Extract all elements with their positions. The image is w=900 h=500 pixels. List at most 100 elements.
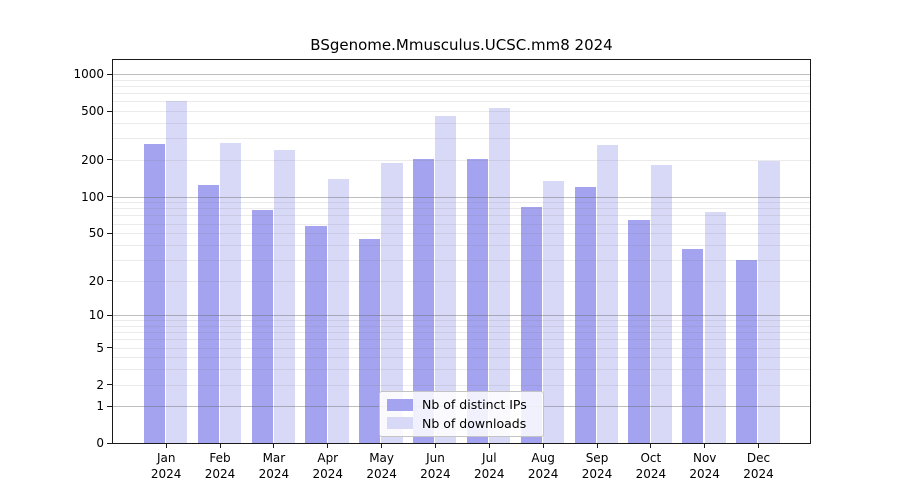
x-axis-tick (381, 443, 383, 448)
y-axis-tick (107, 232, 112, 234)
y-axis-tick-label: 50 (88, 226, 104, 241)
legend-swatch-downloads (387, 417, 413, 429)
y-axis-tick (107, 280, 112, 282)
x-axis-tick-label-feb: Feb 2024 (204, 451, 236, 481)
bar-downloads-jul (489, 107, 511, 443)
legend: Nb of distinct IPs Nb of downloads (379, 391, 544, 437)
legend-label-downloads: Nb of downloads (422, 415, 527, 431)
minor-gridline (113, 384, 810, 386)
bar-distinct-ips-aug (520, 207, 542, 443)
bar-distinct-ips-nov (682, 248, 704, 443)
bar-downloads-aug (542, 180, 565, 443)
minor-gridline (113, 111, 810, 113)
y-axis-tick-label: 1000 (73, 67, 104, 82)
bar-distinct-ips-apr (305, 226, 327, 443)
minor-gridline (113, 347, 810, 349)
bar-distinct-ips-oct (628, 220, 650, 443)
minor-gridline (113, 369, 810, 371)
x-axis-tick-label-aug: Aug 2024 (527, 451, 559, 481)
bar-downloads-feb (219, 143, 242, 443)
y-axis-tick (107, 384, 112, 386)
y-axis-tick-label: 500 (81, 104, 104, 119)
major-gridline (113, 196, 810, 198)
x-axis-tick-label-dec: Dec 2024 (743, 451, 774, 481)
bar-downloads-apr (327, 178, 349, 443)
minor-gridline (113, 122, 810, 124)
x-axis-tick (488, 443, 490, 448)
legend-label-distinct-ips: Nb of distinct IPs (422, 397, 527, 413)
x-axis-tick (165, 443, 167, 448)
bar-distinct-ips-may (359, 238, 381, 443)
bar-distinct-ips-feb (197, 184, 219, 443)
y-axis-tick-label: 0 (96, 436, 104, 451)
minor-gridline (113, 159, 810, 161)
x-axis-tick-label-jan: Jan 2024 (150, 451, 182, 481)
y-axis-tick-label: 20 (88, 273, 104, 288)
minor-gridline (113, 233, 810, 235)
x-axis-tick-label-apr: Apr 2024 (312, 451, 344, 481)
y-axis-tick-label: 2 (96, 377, 104, 392)
legend-row-downloads: Nb of downloads (387, 416, 543, 431)
x-axis-tick (758, 443, 760, 448)
bar-distinct-ips-jun (413, 158, 435, 443)
y-axis-tick (107, 159, 112, 161)
bar-downloads-may (381, 163, 403, 443)
minor-gridline (113, 138, 810, 140)
x-axis-tick (219, 443, 221, 448)
minor-gridline (113, 79, 810, 81)
y-axis-tick (107, 196, 112, 198)
x-axis-tick (434, 443, 436, 448)
minor-gridline (113, 357, 810, 359)
x-axis-tick (542, 443, 544, 448)
minor-gridline (113, 223, 810, 225)
plot-area (112, 59, 811, 444)
x-axis-tick-label-jul: Jul 2024 (474, 451, 505, 481)
bar-distinct-ips-sep (574, 187, 596, 443)
y-axis-tick (107, 314, 112, 316)
minor-gridline (113, 339, 810, 341)
major-gridline (113, 74, 810, 76)
bar-downloads-dec (758, 160, 780, 443)
minor-gridline (113, 85, 810, 87)
x-axis-tick (273, 443, 275, 448)
x-axis-tick (650, 443, 652, 448)
minor-gridline (113, 320, 810, 322)
x-axis-tick-label-oct: Oct 2024 (635, 451, 667, 481)
x-axis-tick-label-nov: Nov 2024 (689, 451, 720, 481)
legend-swatch-distinct-ips (387, 399, 413, 411)
x-axis-tick (327, 443, 329, 448)
minor-gridline (113, 332, 810, 334)
minor-gridline (113, 259, 810, 261)
bar-downloads-jan (166, 100, 188, 443)
minor-gridline (113, 101, 810, 103)
y-axis-tick (107, 110, 112, 112)
bar-distinct-ips-mar (251, 210, 273, 443)
legend-row-distinct-ips: Nb of distinct IPs (387, 397, 543, 412)
y-axis-tick-label: 10 (88, 308, 104, 323)
y-axis-tick-label: 5 (96, 340, 104, 355)
minor-gridline (113, 208, 810, 210)
bar-downloads-jun (435, 115, 457, 443)
minor-gridline (113, 325, 810, 327)
y-axis-tick-label: 200 (81, 152, 104, 167)
x-axis-tick-label-jun: Jun 2024 (420, 451, 451, 481)
y-axis-tick-label: 1 (96, 399, 104, 414)
minor-gridline (113, 215, 810, 217)
x-axis-tick-label-sep: Sep 2024 (581, 451, 613, 481)
minor-gridline (113, 93, 810, 95)
minor-gridline (113, 244, 810, 246)
y-axis-tick (107, 405, 112, 407)
y-axis-tick-label: 100 (81, 189, 104, 204)
x-axis-tick-label-mar: Mar 2024 (258, 451, 290, 481)
bar-downloads-mar (273, 149, 295, 443)
x-axis-tick-label-may: May 2024 (366, 451, 397, 481)
x-axis-tick (596, 443, 598, 448)
minor-gridline (113, 280, 810, 282)
bar-downloads-oct (650, 164, 672, 443)
bar-distinct-ips-jul (466, 158, 489, 443)
x-axis-tick (704, 443, 706, 448)
bar-downloads-nov (704, 211, 726, 443)
y-axis-tick (107, 347, 112, 349)
y-axis-tick (107, 73, 112, 75)
